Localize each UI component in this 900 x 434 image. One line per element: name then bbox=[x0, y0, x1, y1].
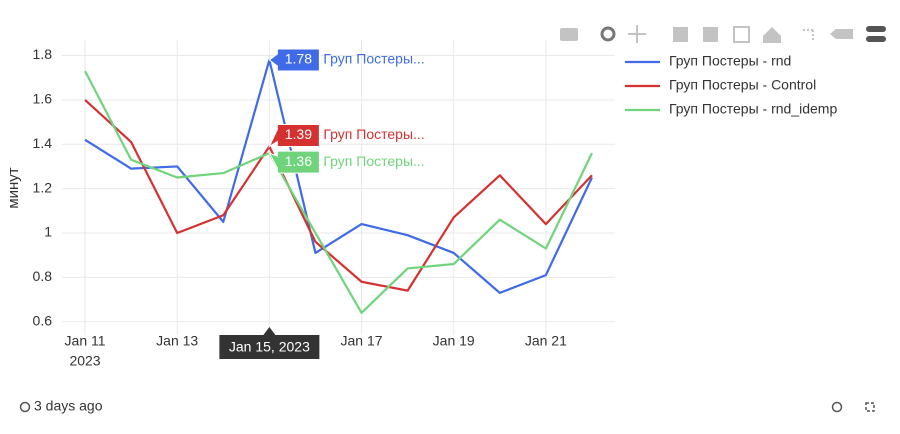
y-tick-label: 0.6 bbox=[33, 312, 53, 328]
toolbar bbox=[560, 25, 886, 43]
autoscale-icon[interactable] bbox=[733, 26, 750, 43]
hover-x-label: Jan 15, 2023 bbox=[229, 339, 310, 355]
fullscreen-icon[interactable] bbox=[865, 402, 875, 412]
y-tick-label: 1.8 bbox=[33, 46, 53, 62]
hover-box bbox=[268, 150, 320, 174]
series-line bbox=[84, 70, 593, 314]
reset-icon[interactable] bbox=[763, 27, 781, 43]
hover-closest-icon[interactable] bbox=[830, 29, 853, 39]
legend-label: Груп Постеры - Control bbox=[669, 77, 816, 93]
y-tick-label: 1.2 bbox=[33, 179, 53, 195]
hover-label: 1.36 Груп Постеры... bbox=[268, 150, 425, 174]
hover-compare-icon[interactable] bbox=[866, 36, 886, 42]
reload-icon[interactable] bbox=[831, 401, 843, 413]
hover-value: 1.39 bbox=[285, 126, 312, 142]
series-line bbox=[84, 58, 593, 294]
hover-name: Груп Постеры... bbox=[323, 126, 424, 142]
hover-box bbox=[268, 123, 320, 148]
legend-label: Груп Постеры - rnd bbox=[669, 53, 791, 69]
updated-text: 3 days ago bbox=[34, 398, 103, 414]
zoom-out-icon[interactable] bbox=[703, 27, 718, 42]
y-tick-label: 0.8 bbox=[33, 268, 53, 284]
x-tick-label: Jan 19 bbox=[433, 333, 475, 349]
legend-label: Груп Постеры - rnd_idemp bbox=[669, 101, 837, 117]
series-line bbox=[84, 99, 593, 292]
y-tick-label: 1 bbox=[44, 224, 52, 240]
hover-label: 1.78 Груп Постеры... bbox=[268, 48, 425, 72]
y-axis-title: минут bbox=[5, 167, 22, 208]
camera-icon[interactable] bbox=[560, 28, 578, 41]
hover-x-box bbox=[219, 327, 320, 359]
hover-value: 1.36 bbox=[285, 153, 312, 169]
zoom-in-icon[interactable] bbox=[673, 27, 688, 42]
x-tick-label: Jan 17 bbox=[341, 333, 383, 349]
y-tick-label: 1.4 bbox=[33, 135, 53, 151]
hover-value: 1.78 bbox=[285, 51, 312, 67]
y-tick-label: 1.6 bbox=[33, 91, 53, 107]
x-tick-label: Jan 11 bbox=[65, 333, 106, 349]
x-tick-label: Jan 13 bbox=[156, 333, 198, 349]
footer: 3 days ago bbox=[19, 398, 875, 414]
hover-box bbox=[268, 48, 320, 72]
x-year-label: 2023 bbox=[69, 353, 100, 369]
spike-icon[interactable] bbox=[803, 29, 814, 42]
hover-label: 1.39 Груп Постеры... bbox=[268, 123, 425, 148]
zoom-icon[interactable] bbox=[600, 26, 616, 42]
refresh-icon[interactable] bbox=[19, 401, 31, 413]
x-tick-label: Jan 21 bbox=[525, 333, 567, 349]
hover-compare-icon[interactable] bbox=[866, 26, 886, 32]
hover-name: Груп Постеры... bbox=[323, 51, 424, 67]
hover-name: Груп Постеры... bbox=[323, 153, 424, 169]
pan-icon[interactable] bbox=[628, 25, 646, 43]
